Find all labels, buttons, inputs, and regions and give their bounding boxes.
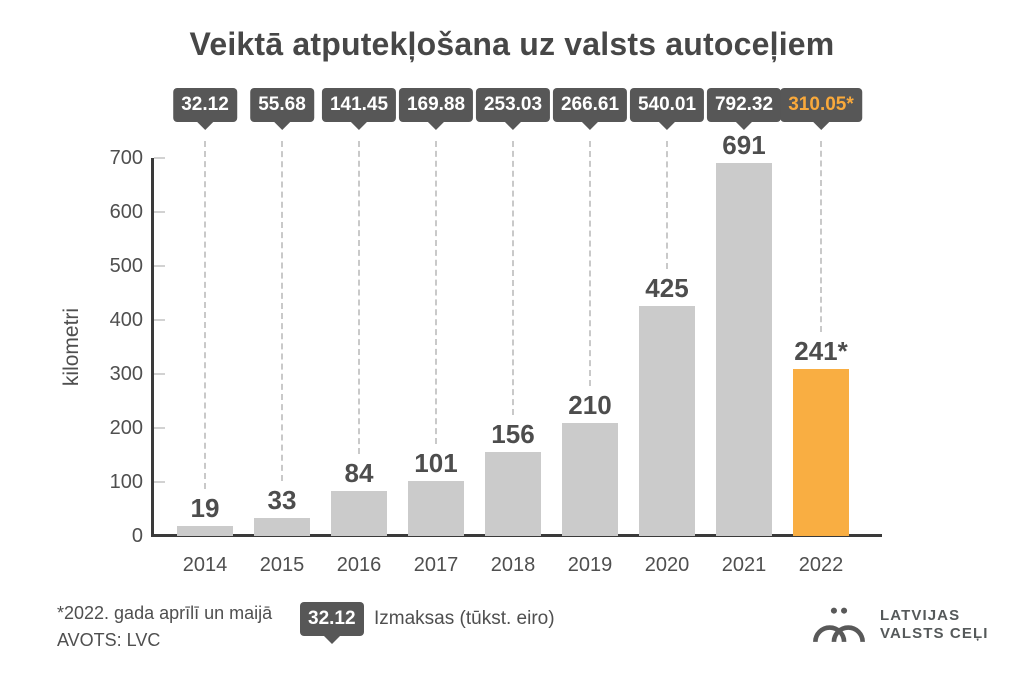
logo-text: LATVIJAS VALSTS CEĻI <box>880 607 989 643</box>
bar-value-label: 425 <box>645 273 689 303</box>
footnote-line-1: *2022. gada aprīlī un maijā <box>57 603 273 623</box>
badge-pointer <box>351 122 367 130</box>
badge-pointer <box>428 122 444 130</box>
bar-value-label: 33 <box>267 485 297 515</box>
legend-cost-badge-value: 32.12 <box>308 608 356 629</box>
dashed-connector <box>512 141 514 415</box>
x-tick-label: 2021 <box>721 554 767 576</box>
bar-2017 <box>408 481 464 536</box>
y-tick-label: 0 <box>131 525 143 547</box>
x-tick-label: 2018 <box>490 554 536 576</box>
chart-title: Veiktā atputekļošana uz valsts autoceļie… <box>189 26 835 62</box>
dashed-connector <box>358 141 360 454</box>
logo-text-line-1: LATVIJAS <box>880 607 961 624</box>
bar-value-label: 210 <box>568 390 612 420</box>
bar-value-label: 241* <box>794 336 848 366</box>
bar-2015 <box>254 518 310 536</box>
x-tick-label: 2015 <box>259 554 305 576</box>
dashed-connector <box>435 141 437 444</box>
x-tick-label: 2017 <box>413 554 459 576</box>
bridge-arches-icon <box>813 607 865 643</box>
bar-2018 <box>485 452 541 536</box>
y-tick-label: 200 <box>109 417 143 439</box>
badge-pointer <box>659 122 675 130</box>
cost-badge: 55.68 <box>250 88 314 130</box>
bar-value-label: 156 <box>491 419 535 449</box>
legend-cost-badge: 32.12 <box>300 602 364 644</box>
cost-badge: 540.01 <box>629 88 705 130</box>
lvc-logo: LATVIJAS VALSTS CEĻI <box>812 604 989 646</box>
y-tick-label: 400 <box>109 309 143 331</box>
cost-badge: 169.88 <box>398 88 474 130</box>
cost-badge: 141.45 <box>321 88 397 130</box>
x-tick-label: 2022 <box>798 554 844 576</box>
bar-value-label: 19 <box>190 493 220 523</box>
dashed-connector <box>589 141 591 386</box>
y-tick-mark <box>154 319 165 321</box>
legend-label: Izmaksas (tūkst. eiro) <box>374 608 555 629</box>
badge-pointer <box>323 636 340 644</box>
y-axis-line <box>151 158 154 537</box>
cost-badge: 266.61 <box>552 88 628 130</box>
x-tick-label: 2014 <box>182 554 228 576</box>
y-axis-title: kilometri <box>60 307 83 387</box>
badge-pointer <box>273 122 290 130</box>
bar-2022 <box>793 369 849 536</box>
bar-value-label: 691 <box>722 130 766 160</box>
bar-2016 <box>331 491 387 536</box>
bar-2021 <box>716 163 772 536</box>
footnote-line-2: AVOTS: LVC <box>57 630 161 650</box>
y-tick-mark <box>154 373 165 375</box>
y-tick-label: 100 <box>109 471 143 493</box>
y-tick-label: 600 <box>109 201 143 223</box>
y-tick-label: 500 <box>109 255 143 277</box>
y-tick-mark <box>154 265 165 267</box>
y-tick-label: 700 <box>109 147 143 169</box>
badge-pointer <box>736 122 752 130</box>
bar-value-label: 84 <box>344 458 374 488</box>
badge-pointer <box>812 122 829 130</box>
dashed-connector <box>820 141 822 332</box>
x-tick-label: 2016 <box>336 554 382 576</box>
badge-pointer <box>196 122 213 130</box>
y-tick-mark <box>154 211 165 213</box>
bar-2019 <box>562 423 618 536</box>
y-tick-label: 300 <box>109 363 143 385</box>
footnote: *2022. gada aprīlī un maijā AVOTS: LVC <box>57 600 272 654</box>
badge-pointer <box>505 122 521 130</box>
x-tick-label: 2020 <box>644 554 690 576</box>
y-tick-mark <box>154 427 165 429</box>
dashed-connector <box>666 141 668 269</box>
x-tick-label: 2019 <box>567 554 613 576</box>
y-tick-mark <box>154 481 165 483</box>
y-tick-mark <box>154 157 165 159</box>
cost-badge: 32.12 <box>173 88 237 130</box>
bar-2020 <box>639 306 695 536</box>
logo-text-line-2: VALSTS CEĻI <box>880 625 989 642</box>
cost-badge: 792.32 <box>706 88 782 130</box>
dashed-connector <box>204 141 206 489</box>
cost-badge: 253.03 <box>475 88 551 130</box>
cost-badge: 310.05* <box>780 88 862 130</box>
bar-value-label: 101 <box>414 448 458 478</box>
bar-2014 <box>177 526 233 536</box>
badge-pointer <box>582 122 598 130</box>
dashed-connector <box>281 141 283 481</box>
